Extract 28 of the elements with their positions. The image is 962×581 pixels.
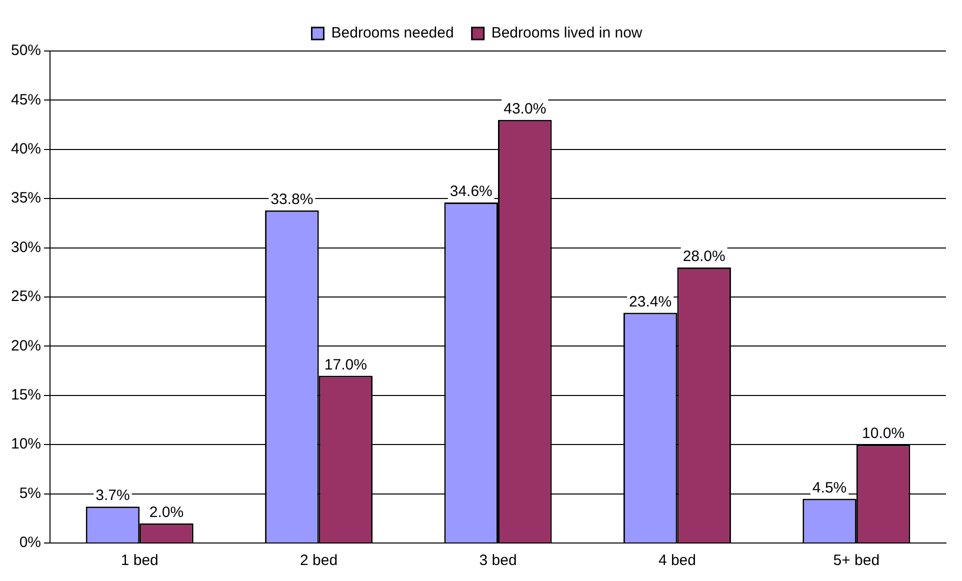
legend-label: Bedrooms needed	[331, 24, 454, 42]
y-tick-label: 20%	[10, 337, 42, 354]
y-tick-label: 25%	[10, 288, 42, 306]
data-label: 2.0%	[149, 504, 184, 521]
y-tick-label: 50%	[10, 42, 42, 60]
data-label: 34.6%	[450, 183, 492, 200]
legend-label: Bedrooms lived in now	[491, 24, 642, 42]
y-tick-label: 5%	[19, 484, 42, 502]
data-label: 10.0%	[862, 425, 905, 442]
data-label: 3.7%	[96, 487, 130, 504]
y-tick-label: 45%	[10, 91, 42, 108]
data-label: 23.4%	[629, 293, 672, 310]
x-tick-label: 4 bed	[658, 552, 696, 570]
data-label: 17.0%	[324, 356, 367, 374]
data-label: 28.0%	[682, 248, 726, 266]
y-tick-label: 35%	[10, 190, 42, 207]
y-tick-label: 30%	[10, 238, 42, 256]
y-tick-label: 10%	[10, 436, 42, 453]
x-tick-label: 2 bed	[300, 552, 338, 570]
data-label: 4.5%	[812, 479, 847, 496]
y-tick-label: 0%	[19, 534, 42, 552]
x-tick-label: 1 bed	[120, 552, 158, 570]
y-tick-label: 15%	[10, 386, 42, 404]
data-label: 33.8%	[270, 191, 314, 208]
x-tick-label: 5+ bed	[833, 552, 880, 570]
y-tick-label: 40%	[10, 140, 42, 158]
x-tick-label: 3 bed	[479, 552, 517, 570]
data-label: 43.0%	[504, 100, 546, 118]
